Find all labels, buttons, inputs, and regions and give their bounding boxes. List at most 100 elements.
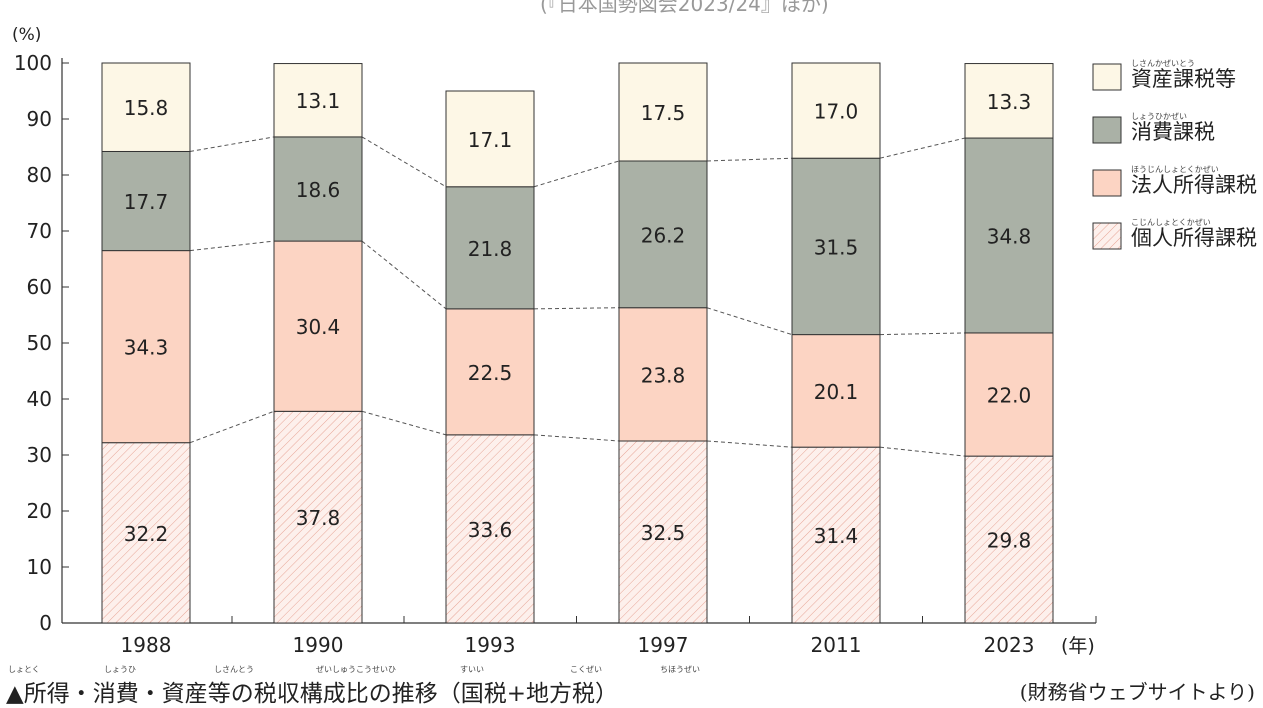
- bar-segment: [273, 136, 363, 242]
- connector-line: [879, 332, 966, 336]
- bar-segment: [618, 307, 708, 442]
- data-label: 32.2: [124, 522, 169, 546]
- legend-ruby: しょうひかぜい: [1131, 112, 1187, 121]
- bar-segment: [618, 440, 708, 624]
- bar-segment: [445, 90, 535, 188]
- bar-segment: [273, 410, 363, 624]
- connector-line: [361, 136, 447, 188]
- y-tick-label: 90: [27, 107, 52, 131]
- bar-segment: [445, 186, 535, 310]
- data-label: 34.8: [987, 224, 1032, 248]
- bar-segment: [964, 63, 1054, 139]
- data-label: 23.8: [641, 363, 686, 387]
- data-label: 26.2: [641, 223, 686, 247]
- data-label: 20.1: [814, 380, 859, 404]
- bar-segment: [791, 446, 881, 624]
- data-labels: 32.2 34.3 17.7 15.8 37.8 30.4 18.6 13.1 33.6 22.5…: [124, 89, 1032, 552]
- legend-label: 法人所得課税: [1131, 173, 1257, 197]
- connector-line: [706, 157, 793, 162]
- data-label: 15.8: [124, 96, 169, 120]
- y-tick-label: 100: [14, 51, 52, 75]
- y-axis-label: (%): [12, 25, 41, 45]
- data-label: 17.7: [124, 190, 169, 214]
- y-tick-label: 70: [27, 219, 52, 243]
- data-label: 13.1: [296, 89, 341, 113]
- data-label: 22.5: [468, 361, 513, 385]
- figure-caption: ▲所得・消費・資産等の税収構成比の推移（国税+地方税）: [6, 681, 618, 707]
- y-tick-label: 30: [27, 443, 52, 467]
- data-label: 31.5: [814, 235, 859, 259]
- legend-ruby: ほうじんしょとくかぜい: [1131, 165, 1219, 174]
- caption-ruby-text: こくぜい: [570, 665, 602, 674]
- legend-label: 個人所得課税: [1131, 226, 1257, 250]
- top-source-fragment: (『日本国勢図会2023/24』ほか): [540, 0, 829, 16]
- caption-ruby-text: しょとく: [8, 665, 40, 674]
- data-label: 29.8: [987, 529, 1032, 553]
- connector-line: [533, 434, 620, 442]
- y-tick-label: 60: [27, 275, 52, 299]
- y-tick-label: 20: [27, 499, 52, 523]
- bar-segment: [273, 63, 363, 138]
- bar-segment: [618, 62, 708, 162]
- data-label: 32.5: [641, 521, 686, 545]
- bar-segment: [273, 240, 363, 412]
- bar-segment: [101, 250, 191, 444]
- data-label: 34.3: [124, 336, 169, 360]
- x-tick-label: 1997: [638, 633, 689, 657]
- y-tick-label: 0: [39, 611, 52, 635]
- bar-segment: [791, 157, 881, 336]
- data-label: 17.1: [468, 128, 513, 152]
- connector-line: [189, 240, 275, 252]
- connector-line: [706, 307, 793, 336]
- x-tick-label: 2011: [811, 633, 862, 657]
- x-axis-unit: (年): [1061, 635, 1095, 657]
- caption-ruby-text: しさんとう: [214, 665, 254, 674]
- legend-swatch: [1092, 222, 1122, 250]
- bar-segment: [101, 150, 191, 252]
- bar-segment: [618, 160, 708, 309]
- connector-line: [533, 307, 620, 310]
- x-tick-label: 2023: [984, 633, 1035, 657]
- y-tick-label: 80: [27, 163, 52, 187]
- legend-ruby: しさんかぜいとう: [1131, 59, 1195, 68]
- data-label: 31.4: [814, 524, 859, 548]
- connector-line: [879, 137, 966, 159]
- bar-segment: [964, 332, 1054, 457]
- connector-line: [706, 440, 793, 448]
- bar-segment: [101, 442, 191, 624]
- connector-line: [189, 136, 275, 152]
- data-label: 18.6: [296, 178, 341, 202]
- data-label: 21.8: [468, 237, 513, 261]
- bar-segment: [445, 308, 535, 436]
- caption-ruby-text: すいい: [460, 665, 484, 674]
- data-label: 30.4: [296, 315, 341, 339]
- axes: 0 10 20 30 40 50 60 70 80 90 100 (%) 1988 1990 1993 199…: [12, 25, 1097, 657]
- bar-segment: [791, 62, 881, 159]
- legend-label: 消費課税: [1131, 120, 1215, 144]
- data-label: 13.3: [987, 90, 1032, 114]
- connector-line: [879, 446, 966, 457]
- legend-swatch: [1092, 63, 1122, 91]
- connector-line: [189, 410, 275, 444]
- bar-segment: [964, 137, 1054, 334]
- bar-segment: [964, 455, 1054, 624]
- x-tick-label: 1993: [465, 633, 516, 657]
- connector-line: [533, 160, 620, 188]
- legend-label: 資産課税等: [1131, 67, 1236, 91]
- legend: しさんかぜいとう資産課税等しょうひかぜい消費課税ほうじんしょとくかぜい法人所得課…: [1092, 59, 1257, 250]
- data-label: 17.5: [641, 101, 686, 125]
- legend-ruby: こじんしょとくかぜい: [1131, 218, 1211, 227]
- connector-lines: [189, 136, 966, 457]
- data-label: 22.0: [987, 384, 1032, 408]
- bar-segment: [791, 334, 881, 448]
- data-label: 37.8: [296, 506, 341, 530]
- connector-line: [361, 410, 447, 436]
- legend-swatch: [1092, 169, 1122, 197]
- data-label: 33.6: [468, 518, 513, 542]
- stacked-bar-chart: 0 10 20 30 40 50 60 70 80 90 100 (%) 1988 1990 1993 199…: [12, 25, 1257, 657]
- source-note: (財務省ウェブサイトより): [1019, 680, 1255, 704]
- data-label: 17.0: [814, 100, 859, 124]
- bar-segment: [101, 62, 191, 152]
- caption-ruby-text: しょうひ: [104, 665, 136, 674]
- caption-ruby-text: ちほうぜい: [660, 665, 700, 674]
